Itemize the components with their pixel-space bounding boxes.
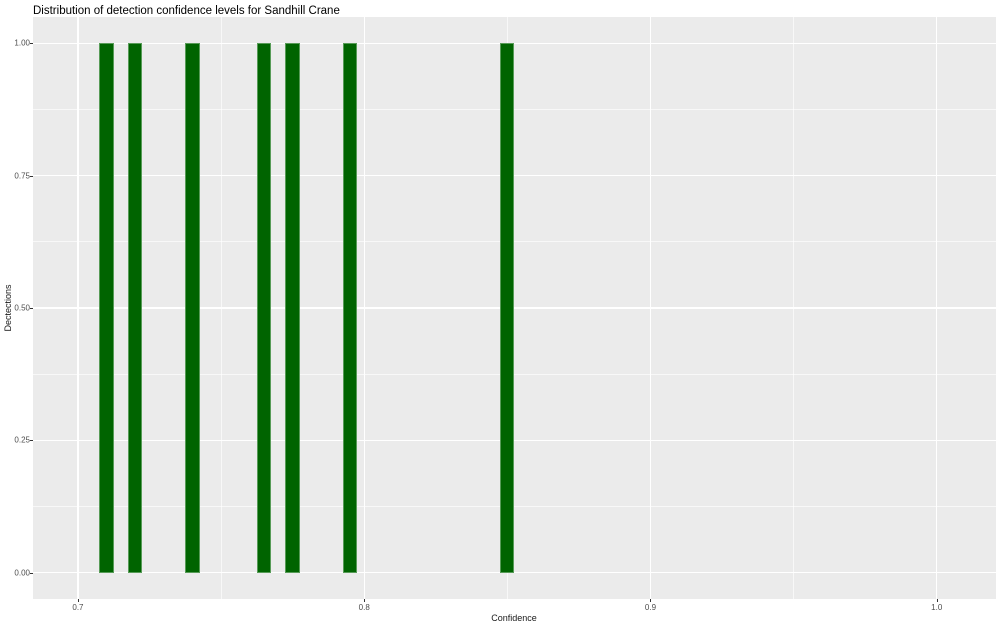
y-tick-mark	[30, 308, 33, 309]
y-tick-label: 0.75	[14, 171, 30, 181]
histogram-bar	[256, 43, 272, 573]
x-tick-mark	[364, 599, 366, 602]
y-tick-label: 1.00	[14, 38, 30, 48]
y-tick-mark	[30, 440, 33, 442]
x-tick-label: 0.9	[644, 603, 657, 612]
gridline-major-y	[33, 439, 996, 441]
gridline-major-y	[33, 175, 996, 177]
y-tick-label: 0.00	[14, 568, 30, 578]
y-tick-label: 0.25	[14, 435, 30, 445]
gridline-major-x	[936, 17, 938, 599]
gridline-major-y	[33, 307, 996, 309]
x-tick-mark	[936, 599, 938, 602]
gridline-major-x	[77, 17, 79, 599]
x-tick-label: 0.8	[358, 603, 370, 612]
x-tick-mark	[650, 599, 652, 602]
histogram-bar	[99, 43, 114, 573]
gridline-major-x	[363, 17, 365, 599]
y-tick-mark	[30, 572, 33, 574]
y-axis-title: Dectections	[3, 284, 13, 332]
histogram-bar	[185, 43, 200, 573]
gridline-minor-y	[33, 241, 996, 243]
y-tick-mark	[30, 175, 33, 177]
gridline-minor-y	[33, 109, 996, 110]
gridline-major-y	[33, 571, 996, 574]
x-tick-mark	[77, 599, 79, 602]
gridline-major-y	[33, 42, 996, 45]
plot-panel	[33, 17, 996, 599]
x-tick-label: 1.0	[931, 603, 943, 612]
histogram-bar	[285, 43, 300, 573]
gridline-minor-y	[33, 506, 996, 507]
gridline-minor-y	[33, 373, 996, 375]
histogram-bar	[342, 43, 358, 573]
histogram-bar	[128, 43, 143, 573]
x-tick-label: 0.7	[72, 603, 84, 612]
y-tick-mark	[30, 43, 33, 45]
histogram-bar	[500, 43, 515, 573]
x-axis-title: Confidence	[491, 613, 537, 623]
y-tick-label: 0.50	[14, 303, 30, 313]
chart-title: Distribution of detection confidence lev…	[33, 5, 340, 17]
gridline-major-x	[649, 17, 652, 599]
